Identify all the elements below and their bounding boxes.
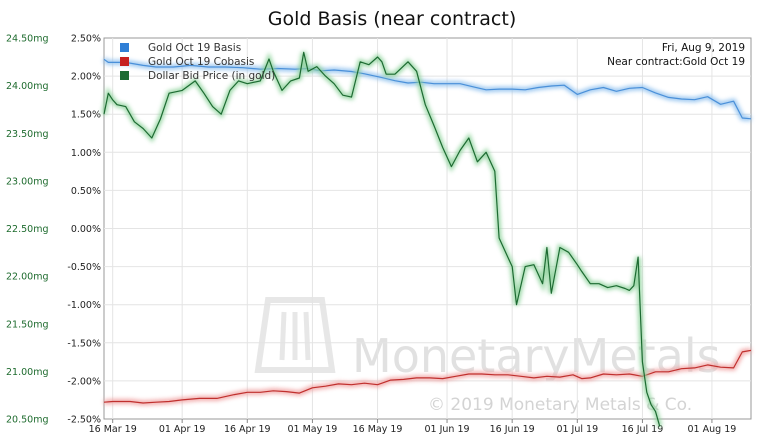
cobasis-line <box>103 349 752 404</box>
right-tick-label: -2.00% <box>67 376 101 387</box>
left-tick-label: 24.00mg <box>6 81 48 92</box>
left-axis-ticks: 24.50mg 24.00mg 23.50mg 23.00mg 22.50mg 22.00… <box>6 34 48 426</box>
right-tick-label: -1.00% <box>67 300 101 311</box>
right-tick-label: 2.00% <box>71 72 101 83</box>
right-axis-ticks: 2.50% 2.00% 1.50% 1.00% 0.50% 0.00% -0.50% -1.0… <box>67 34 101 426</box>
x-tick-label: 16 Jul 19 <box>622 424 664 435</box>
right-tick-label: -0.50% <box>67 262 101 273</box>
right-tick-label: 0.00% <box>71 224 101 235</box>
watermark-copyright: © 2019 Monetary Metals & Co. <box>428 395 692 415</box>
left-tick-label: 21.50mg <box>6 319 48 330</box>
left-tick-label: 21.00mg <box>6 367 48 378</box>
left-tick-label: 23.00mg <box>6 176 48 187</box>
basis-line <box>103 58 752 120</box>
series-lines <box>101 51 752 428</box>
right-tick-label: 1.00% <box>71 148 101 159</box>
watermark: MonetaryMetals © 2019 Monetary Metals & … <box>254 297 721 415</box>
legend-swatch-cobasis <box>120 57 129 66</box>
x-tick-label: 16 Apr 19 <box>224 424 271 435</box>
right-tick-label: 1.50% <box>71 110 101 121</box>
left-tick-label: 24.50mg <box>6 34 48 45</box>
x-tick-label: 16 May 19 <box>353 424 403 435</box>
left-tick-label: 23.50mg <box>6 129 48 140</box>
info-date: Fri, Aug 9, 2019 <box>662 42 745 54</box>
info-box: Fri, Aug 9, 2019 Near contract:Gold Oct … <box>607 42 745 68</box>
x-tick-label: 16 Jun 19 <box>490 424 535 435</box>
right-tick-label: 0.50% <box>71 186 101 197</box>
x-tick-label: 01 Jul 19 <box>556 424 598 435</box>
right-tick-label: -1.50% <box>67 338 101 349</box>
x-axis-ticks: 16 Mar 19 01 Apr 19 16 Apr 19 01 May 19 16 M… <box>89 419 737 435</box>
legend: Gold Oct 19 Basis Gold Oct 19 Cobasis Do… <box>120 42 275 82</box>
legend-label-dollar-bid: Dollar Bid Price (in gold) <box>148 70 275 82</box>
chart-title: Gold Basis (near contract) <box>268 8 516 30</box>
right-tick-label: 2.50% <box>71 34 101 45</box>
watermark-brand: MonetaryMetals <box>352 329 721 383</box>
x-tick-label: 01 May 19 <box>287 424 337 435</box>
legend-label-cobasis: Gold Oct 19 Cobasis <box>148 56 254 68</box>
left-tick-label: 22.50mg <box>6 224 48 235</box>
legend-swatch-basis <box>120 43 129 52</box>
left-tick-label: 20.50mg <box>6 415 48 426</box>
x-tick-label: 01 Jun 19 <box>425 424 470 435</box>
legend-label-basis: Gold Oct 19 Basis <box>148 42 241 54</box>
x-tick-label: 01 Aug 19 <box>688 424 737 435</box>
left-tick-label: 22.00mg <box>6 272 48 283</box>
gridlines <box>104 38 751 419</box>
right-tick-label: -2.50% <box>67 415 101 426</box>
info-contract: Near contract:Gold Oct 19 <box>607 56 745 68</box>
x-tick-label: 01 Apr 19 <box>159 424 206 435</box>
dollar-bid-line <box>103 51 661 427</box>
legend-swatch-dollar-bid <box>120 71 129 80</box>
x-tick-label: 16 Mar 19 <box>89 424 137 435</box>
monetary-metals-logo-icon <box>254 297 336 373</box>
